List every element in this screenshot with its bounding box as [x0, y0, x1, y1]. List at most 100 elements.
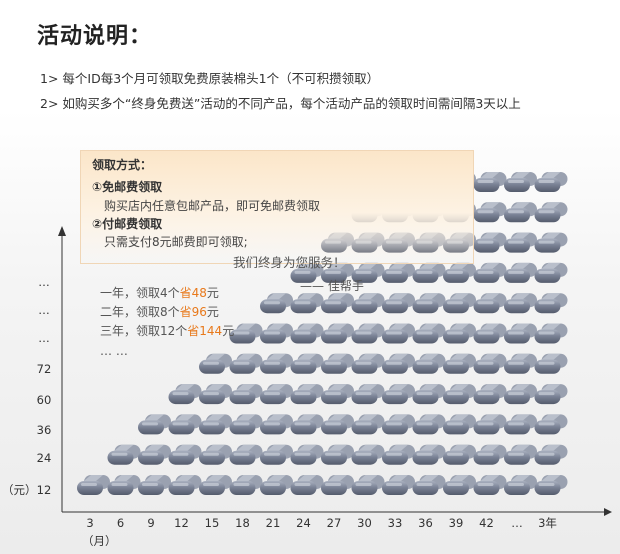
bar-unit — [504, 232, 537, 253]
summary-line-4: … … — [100, 344, 128, 358]
bar-unit — [260, 414, 293, 435]
bar-unit — [443, 262, 476, 283]
bar-unit — [473, 414, 507, 435]
bar-unit — [199, 444, 232, 465]
x-tick-label: 36 — [418, 516, 433, 530]
y-axis-unit: （元） — [2, 483, 37, 497]
bar-unit — [504, 414, 537, 435]
bar-unit — [473, 323, 507, 344]
bar-unit — [534, 414, 568, 435]
rule-2: 2> 如购买多个“终身免费送”活动的不同产品，每个活动产品的领取时间需间隔3天以… — [40, 96, 521, 111]
bar-unit — [351, 475, 385, 495]
bar-unit — [534, 293, 568, 314]
info-box — [80, 150, 474, 264]
bar-unit — [504, 384, 537, 405]
bar-column-27 — [321, 232, 354, 495]
bar-unit — [260, 353, 293, 374]
bar-unit — [260, 293, 293, 314]
bar-column-9 — [138, 414, 171, 495]
bar-unit — [473, 475, 507, 495]
option2-desc: 只需支付8元邮费即可领取; — [104, 235, 248, 249]
bar-unit — [443, 444, 476, 465]
bar-unit — [473, 262, 507, 283]
x-tick-label: 18 — [235, 516, 250, 530]
bar-column-15 — [199, 353, 232, 495]
bar-unit — [534, 232, 568, 253]
bar-unit — [168, 384, 202, 405]
bar-unit — [534, 202, 568, 223]
option1-title: ①免邮费领取 — [92, 180, 163, 194]
bar-unit — [290, 293, 324, 314]
bar-unit — [290, 475, 324, 495]
bar-unit — [504, 475, 537, 495]
bar-unit — [412, 444, 446, 465]
bar-column-21 — [260, 293, 293, 495]
bar-unit — [534, 353, 568, 374]
bar-unit — [473, 172, 507, 192]
bar-unit — [412, 384, 446, 405]
y-tick-label: … — [38, 331, 50, 345]
bar-unit — [473, 384, 507, 405]
x-tick-label: 39 — [449, 516, 464, 530]
bar-unit — [168, 414, 202, 435]
summary-2-suffix: 元 — [206, 305, 219, 319]
bar-unit — [473, 202, 507, 223]
bar-column-… — [504, 172, 537, 495]
summary-2-prefix: 二年，领取8个 — [100, 305, 180, 319]
x-axis-unit: （月） — [82, 534, 117, 548]
summary-3-prefix: 三年，领取12个 — [100, 324, 188, 338]
bar-unit — [443, 353, 476, 374]
bar-column-18 — [229, 323, 263, 495]
bar-unit — [534, 262, 568, 283]
bar-unit — [229, 353, 263, 374]
option1-desc: 购买店内任意包邮产品，即可免邮费领取 — [104, 199, 321, 213]
summary-line-3: 三年，领取12个省144元 — [100, 322, 234, 339]
y-tick-label: 36 — [37, 423, 52, 437]
bar-column-42 — [473, 172, 507, 495]
summary-1-prefix: 一年，领取4个 — [100, 286, 180, 300]
x-tick-label: 30 — [357, 516, 372, 530]
x-tick-label: 12 — [174, 516, 189, 530]
bar-column-3年 — [534, 172, 568, 495]
x-tick-label: 27 — [327, 516, 342, 530]
bar-unit — [412, 353, 446, 374]
bar-unit — [199, 353, 232, 374]
bar-unit — [473, 444, 507, 465]
y-tick-label: 72 — [37, 362, 52, 376]
bar-unit — [168, 475, 202, 495]
bar-unit — [443, 293, 476, 314]
bar-unit — [260, 323, 293, 344]
summary-3-highlight: 省144 — [187, 324, 223, 338]
y-tick-label: … — [38, 275, 50, 289]
bar-unit — [504, 444, 537, 465]
bar-unit — [382, 262, 415, 283]
bar-unit — [473, 353, 507, 374]
bar-column-3 — [77, 475, 110, 495]
bar-unit — [321, 293, 354, 314]
bar-column-24 — [290, 262, 324, 495]
summary-line-1: 一年，领取4个省48元 — [100, 284, 219, 301]
bar-unit — [382, 353, 415, 374]
bar-unit — [290, 323, 324, 344]
bar-unit — [229, 414, 263, 435]
bar-unit — [260, 444, 293, 465]
bar-unit — [107, 444, 141, 465]
bar-unit — [321, 384, 354, 405]
x-axis-arrow — [604, 508, 612, 516]
bar-unit — [534, 475, 568, 495]
bar-unit — [504, 172, 537, 192]
bar-unit — [290, 414, 324, 435]
x-tick-label: 3 — [86, 516, 93, 530]
bar-unit — [260, 475, 293, 495]
bar-unit — [473, 293, 507, 314]
bar-unit — [321, 414, 354, 435]
bar-unit — [199, 384, 232, 405]
bar-unit — [229, 323, 263, 344]
bar-column-6 — [107, 444, 141, 495]
summary-2-highlight: 省96 — [179, 305, 207, 319]
option2-title: ②付邮费领取 — [92, 217, 163, 231]
bar-unit — [382, 323, 415, 344]
bars-group — [77, 172, 568, 495]
summary-1-suffix: 元 — [206, 286, 219, 300]
page-title: 活动说明： — [37, 24, 153, 49]
